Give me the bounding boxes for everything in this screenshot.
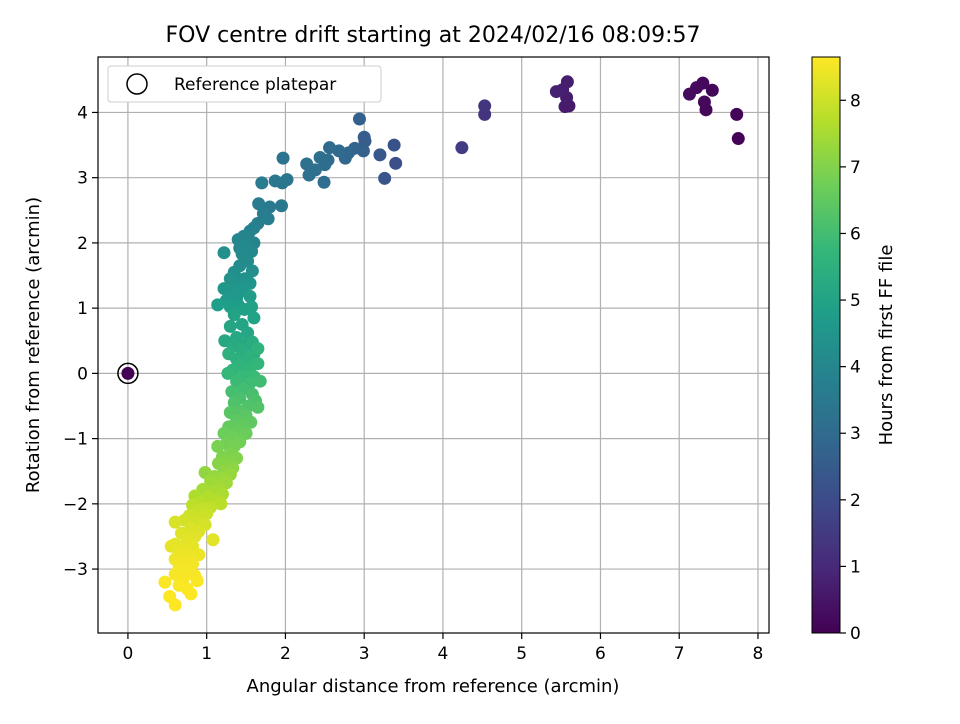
- data-point: [158, 575, 172, 589]
- reference-marker-layer: [117, 362, 139, 385]
- data-point: [247, 311, 261, 325]
- data-point: [352, 112, 366, 126]
- data-point: [168, 598, 182, 612]
- data-point: [121, 366, 135, 380]
- reference-marker: [117, 362, 139, 385]
- y-tick-label: 2: [77, 234, 88, 254]
- y-tick-label: −1: [63, 430, 88, 450]
- y-axis-label: Rotation from reference (arcmin): [23, 197, 44, 493]
- colorbar: [811, 56, 841, 634]
- y-tick-label: 0: [77, 364, 88, 384]
- legend: Reference platepar: [107, 65, 382, 103]
- legend-label: Reference platepar: [174, 75, 336, 95]
- data-point: [217, 246, 231, 260]
- legend-box: [107, 65, 382, 103]
- data-point: [184, 587, 198, 601]
- colorbar-tick-label: 2: [850, 491, 861, 511]
- data-point: [223, 319, 237, 333]
- data-point: [549, 85, 563, 99]
- data-point: [478, 99, 492, 113]
- colorbar-tick-label: 8: [850, 91, 861, 111]
- colorbar-tick-label: 0: [850, 624, 861, 644]
- data-point: [357, 130, 371, 144]
- data-point: [276, 151, 290, 165]
- data-point: [190, 574, 204, 588]
- data-point: [705, 83, 719, 97]
- data-point: [730, 107, 744, 121]
- data-point: [323, 141, 337, 155]
- x-tick-label: 7: [674, 644, 685, 664]
- x-tick-label: 3: [359, 644, 370, 664]
- x-axis-label: Angular distance from reference (arcmin): [247, 676, 620, 697]
- data-point: [252, 197, 266, 211]
- data-point: [697, 95, 711, 109]
- data-point: [253, 374, 267, 388]
- data-point: [214, 497, 228, 511]
- x-tick-label: 1: [201, 644, 212, 664]
- colorbar-tick-label: 5: [850, 291, 861, 311]
- y-tick-label: 1: [77, 299, 88, 319]
- data-point: [211, 298, 225, 312]
- y-axis-ticks: −3 −2 −1 0 1 2 3 4: [63, 103, 98, 580]
- data-point: [251, 342, 265, 356]
- data-point: [211, 439, 225, 453]
- data-points: [121, 75, 745, 612]
- data-point: [245, 264, 259, 278]
- x-tick-label: 5: [516, 644, 527, 664]
- data-point: [313, 150, 327, 164]
- colorbar-label: Hours from first FF file: [876, 245, 897, 446]
- data-point: [373, 148, 387, 162]
- data-point: [682, 87, 696, 101]
- colorbar-tick-label: 7: [850, 158, 861, 178]
- legend-reference-marker: [126, 73, 148, 95]
- x-tick-label: 4: [438, 644, 449, 664]
- y-tick-label: −3: [63, 560, 88, 580]
- data-point: [251, 400, 265, 414]
- data-point: [275, 199, 289, 213]
- data-point: [378, 171, 392, 185]
- data-point: [731, 132, 745, 146]
- x-tick-label: 6: [595, 644, 606, 664]
- data-point: [317, 175, 331, 189]
- colorbar-tick-label: 6: [850, 224, 861, 244]
- x-axis-ticks: 0 1 2 3 4 5 6 7 8: [123, 633, 764, 664]
- y-tick-label: −2: [63, 495, 88, 515]
- colorbar-tick-label: 3: [850, 424, 861, 444]
- colorbar-ticks: 0 1 2 3 4 5 6 7 8: [840, 91, 861, 644]
- chart-title: FOV centre drift starting at 2024/02/16 …: [166, 23, 701, 48]
- data-point: [227, 308, 241, 322]
- data-point: [300, 157, 314, 171]
- x-tick-label: 8: [753, 644, 764, 664]
- y-tick-label: 4: [77, 103, 88, 123]
- data-point: [455, 141, 469, 155]
- data-point: [255, 176, 269, 190]
- data-point: [243, 289, 257, 303]
- y-tick-label: 3: [77, 169, 88, 189]
- data-point: [245, 300, 259, 314]
- data-point: [387, 138, 401, 152]
- x-tick-label: 0: [123, 644, 134, 664]
- data-point: [268, 174, 282, 188]
- data-point: [256, 207, 270, 221]
- data-point: [302, 168, 316, 182]
- data-point: [168, 515, 182, 529]
- data-point: [251, 357, 265, 371]
- data-point: [206, 533, 220, 547]
- plot-frame: [97, 56, 770, 634]
- x-tick-label: 2: [280, 644, 291, 664]
- colorbar-tick-label: 4: [850, 358, 861, 378]
- data-point: [221, 366, 235, 380]
- data-point: [389, 156, 403, 170]
- data-point: [241, 350, 255, 364]
- colorbar-tick-label: 1: [850, 557, 861, 577]
- data-point: [217, 282, 231, 296]
